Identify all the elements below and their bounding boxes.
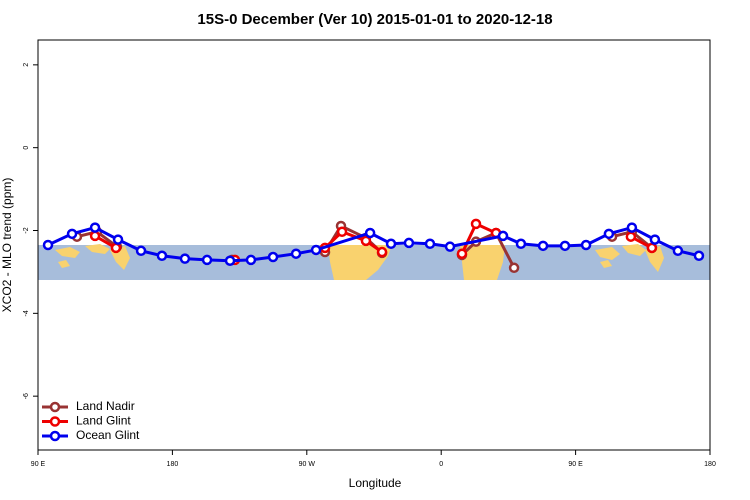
data-point [364, 227, 376, 239]
data-point [89, 230, 101, 242]
chart-title: 15S-0 December (Ver 10) 2015-01-01 to 20… [197, 11, 552, 28]
y-axis-label: XCO2 - MLO trend (ppm) [0, 178, 14, 313]
y-tick-label: -6 [23, 393, 30, 399]
data-point [110, 242, 122, 254]
legend-marker [49, 416, 61, 427]
data-point [559, 240, 571, 252]
data-point [470, 218, 482, 230]
series-line [47, 226, 700, 263]
data-point [66, 228, 78, 240]
x-tick-label: 180 [704, 461, 716, 468]
data-point [603, 228, 615, 240]
legend-label: Ocean Glint [76, 428, 140, 442]
map-band [38, 244, 710, 280]
data-point [360, 235, 372, 247]
data-point [537, 240, 549, 252]
x-tick-label: 180 [167, 461, 179, 468]
data-point [508, 262, 520, 274]
data-point [693, 250, 705, 262]
data-point [515, 238, 527, 250]
data-point [156, 250, 168, 262]
x-tick-label: 90 E [31, 461, 46, 468]
data-point [649, 234, 661, 245]
data-point [135, 245, 147, 257]
y-tick-label: 0 [23, 146, 30, 150]
legend-marker [49, 401, 61, 413]
data-point [385, 238, 397, 250]
data-point [580, 239, 592, 251]
data-point [310, 244, 322, 256]
data-point [336, 226, 348, 237]
y-tick-label: 2 [23, 63, 30, 67]
data-point [444, 241, 456, 252]
data-point [245, 254, 257, 266]
x-axis-label: Longitude [349, 476, 402, 490]
series-line [94, 221, 653, 255]
data-point [403, 237, 415, 249]
data-point [267, 251, 279, 263]
data-point [224, 255, 236, 266]
data-point [625, 231, 637, 242]
legend-label: Land Glint [76, 414, 131, 428]
data-point [497, 230, 509, 242]
x-tick-label: 90 E [568, 461, 583, 468]
data-point [201, 254, 213, 266]
data-point [646, 242, 658, 254]
plot-frame [37, 39, 711, 451]
data-point [89, 222, 101, 233]
y-tick-label: -4 [23, 310, 30, 316]
data-point [112, 234, 124, 245]
legend-marker [49, 430, 61, 442]
y-tick-label: -2 [23, 227, 30, 233]
data-point [424, 238, 436, 250]
data-point [42, 239, 54, 251]
data-point [179, 253, 191, 264]
data-point [376, 246, 388, 258]
x-tick-label: 0 [439, 461, 443, 468]
data-point [626, 222, 638, 233]
data-point [456, 248, 468, 259]
legend-label: Land Nadir [76, 399, 135, 413]
data-point [672, 245, 684, 257]
x-tick-label: 90 W [299, 461, 316, 468]
data-point [290, 248, 302, 259]
